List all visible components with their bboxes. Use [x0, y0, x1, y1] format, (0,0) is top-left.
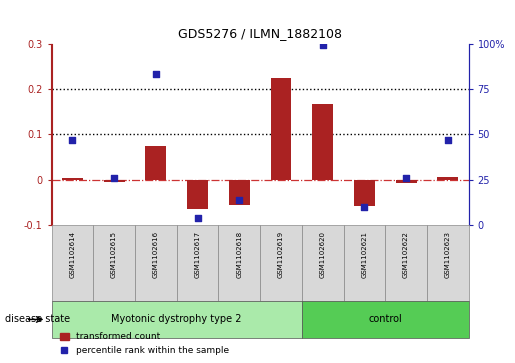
Text: GSM1102621: GSM1102621	[362, 231, 367, 278]
Text: GSM1102623: GSM1102623	[445, 231, 451, 278]
Point	[235, 197, 243, 203]
Title: GDS5276 / ILMN_1882108: GDS5276 / ILMN_1882108	[178, 26, 342, 40]
Text: GSM1102622: GSM1102622	[403, 231, 409, 278]
Point	[402, 175, 410, 181]
Point	[110, 175, 118, 181]
Bar	[302, 301, 469, 338]
Bar	[52, 301, 302, 338]
Point	[277, 32, 285, 37]
Text: Myotonic dystrophy type 2: Myotonic dystrophy type 2	[111, 314, 242, 325]
Point	[151, 72, 160, 77]
Text: GSM1102616: GSM1102616	[153, 231, 159, 278]
Bar	[229, 180, 250, 205]
Text: control: control	[368, 314, 402, 325]
Bar	[177, 225, 218, 301]
Point	[68, 137, 76, 143]
Bar	[396, 180, 417, 183]
Point	[318, 42, 327, 48]
Bar	[385, 225, 427, 301]
Bar	[52, 225, 93, 301]
Bar	[62, 178, 83, 180]
Bar	[145, 146, 166, 180]
Text: GSM1102614: GSM1102614	[70, 231, 75, 278]
Text: disease state: disease state	[5, 314, 70, 325]
Bar	[104, 180, 125, 182]
Point	[360, 204, 368, 210]
Bar	[135, 225, 177, 301]
Bar	[218, 225, 260, 301]
Text: GSM1102619: GSM1102619	[278, 231, 284, 278]
Bar	[302, 225, 344, 301]
Bar	[260, 225, 302, 301]
Bar	[93, 225, 135, 301]
Bar	[354, 180, 375, 205]
Text: GSM1102617: GSM1102617	[195, 231, 200, 278]
Point	[193, 215, 201, 221]
Bar	[437, 178, 458, 180]
Bar	[312, 104, 333, 180]
Text: GSM1102618: GSM1102618	[236, 231, 242, 278]
Bar	[427, 225, 469, 301]
Point	[444, 137, 452, 143]
Bar	[270, 78, 291, 180]
Text: GSM1102615: GSM1102615	[111, 231, 117, 278]
Bar	[344, 225, 385, 301]
Text: GSM1102620: GSM1102620	[320, 231, 325, 278]
Legend: transformed count, percentile rank within the sample: transformed count, percentile rank withi…	[56, 329, 233, 359]
Bar	[187, 180, 208, 209]
